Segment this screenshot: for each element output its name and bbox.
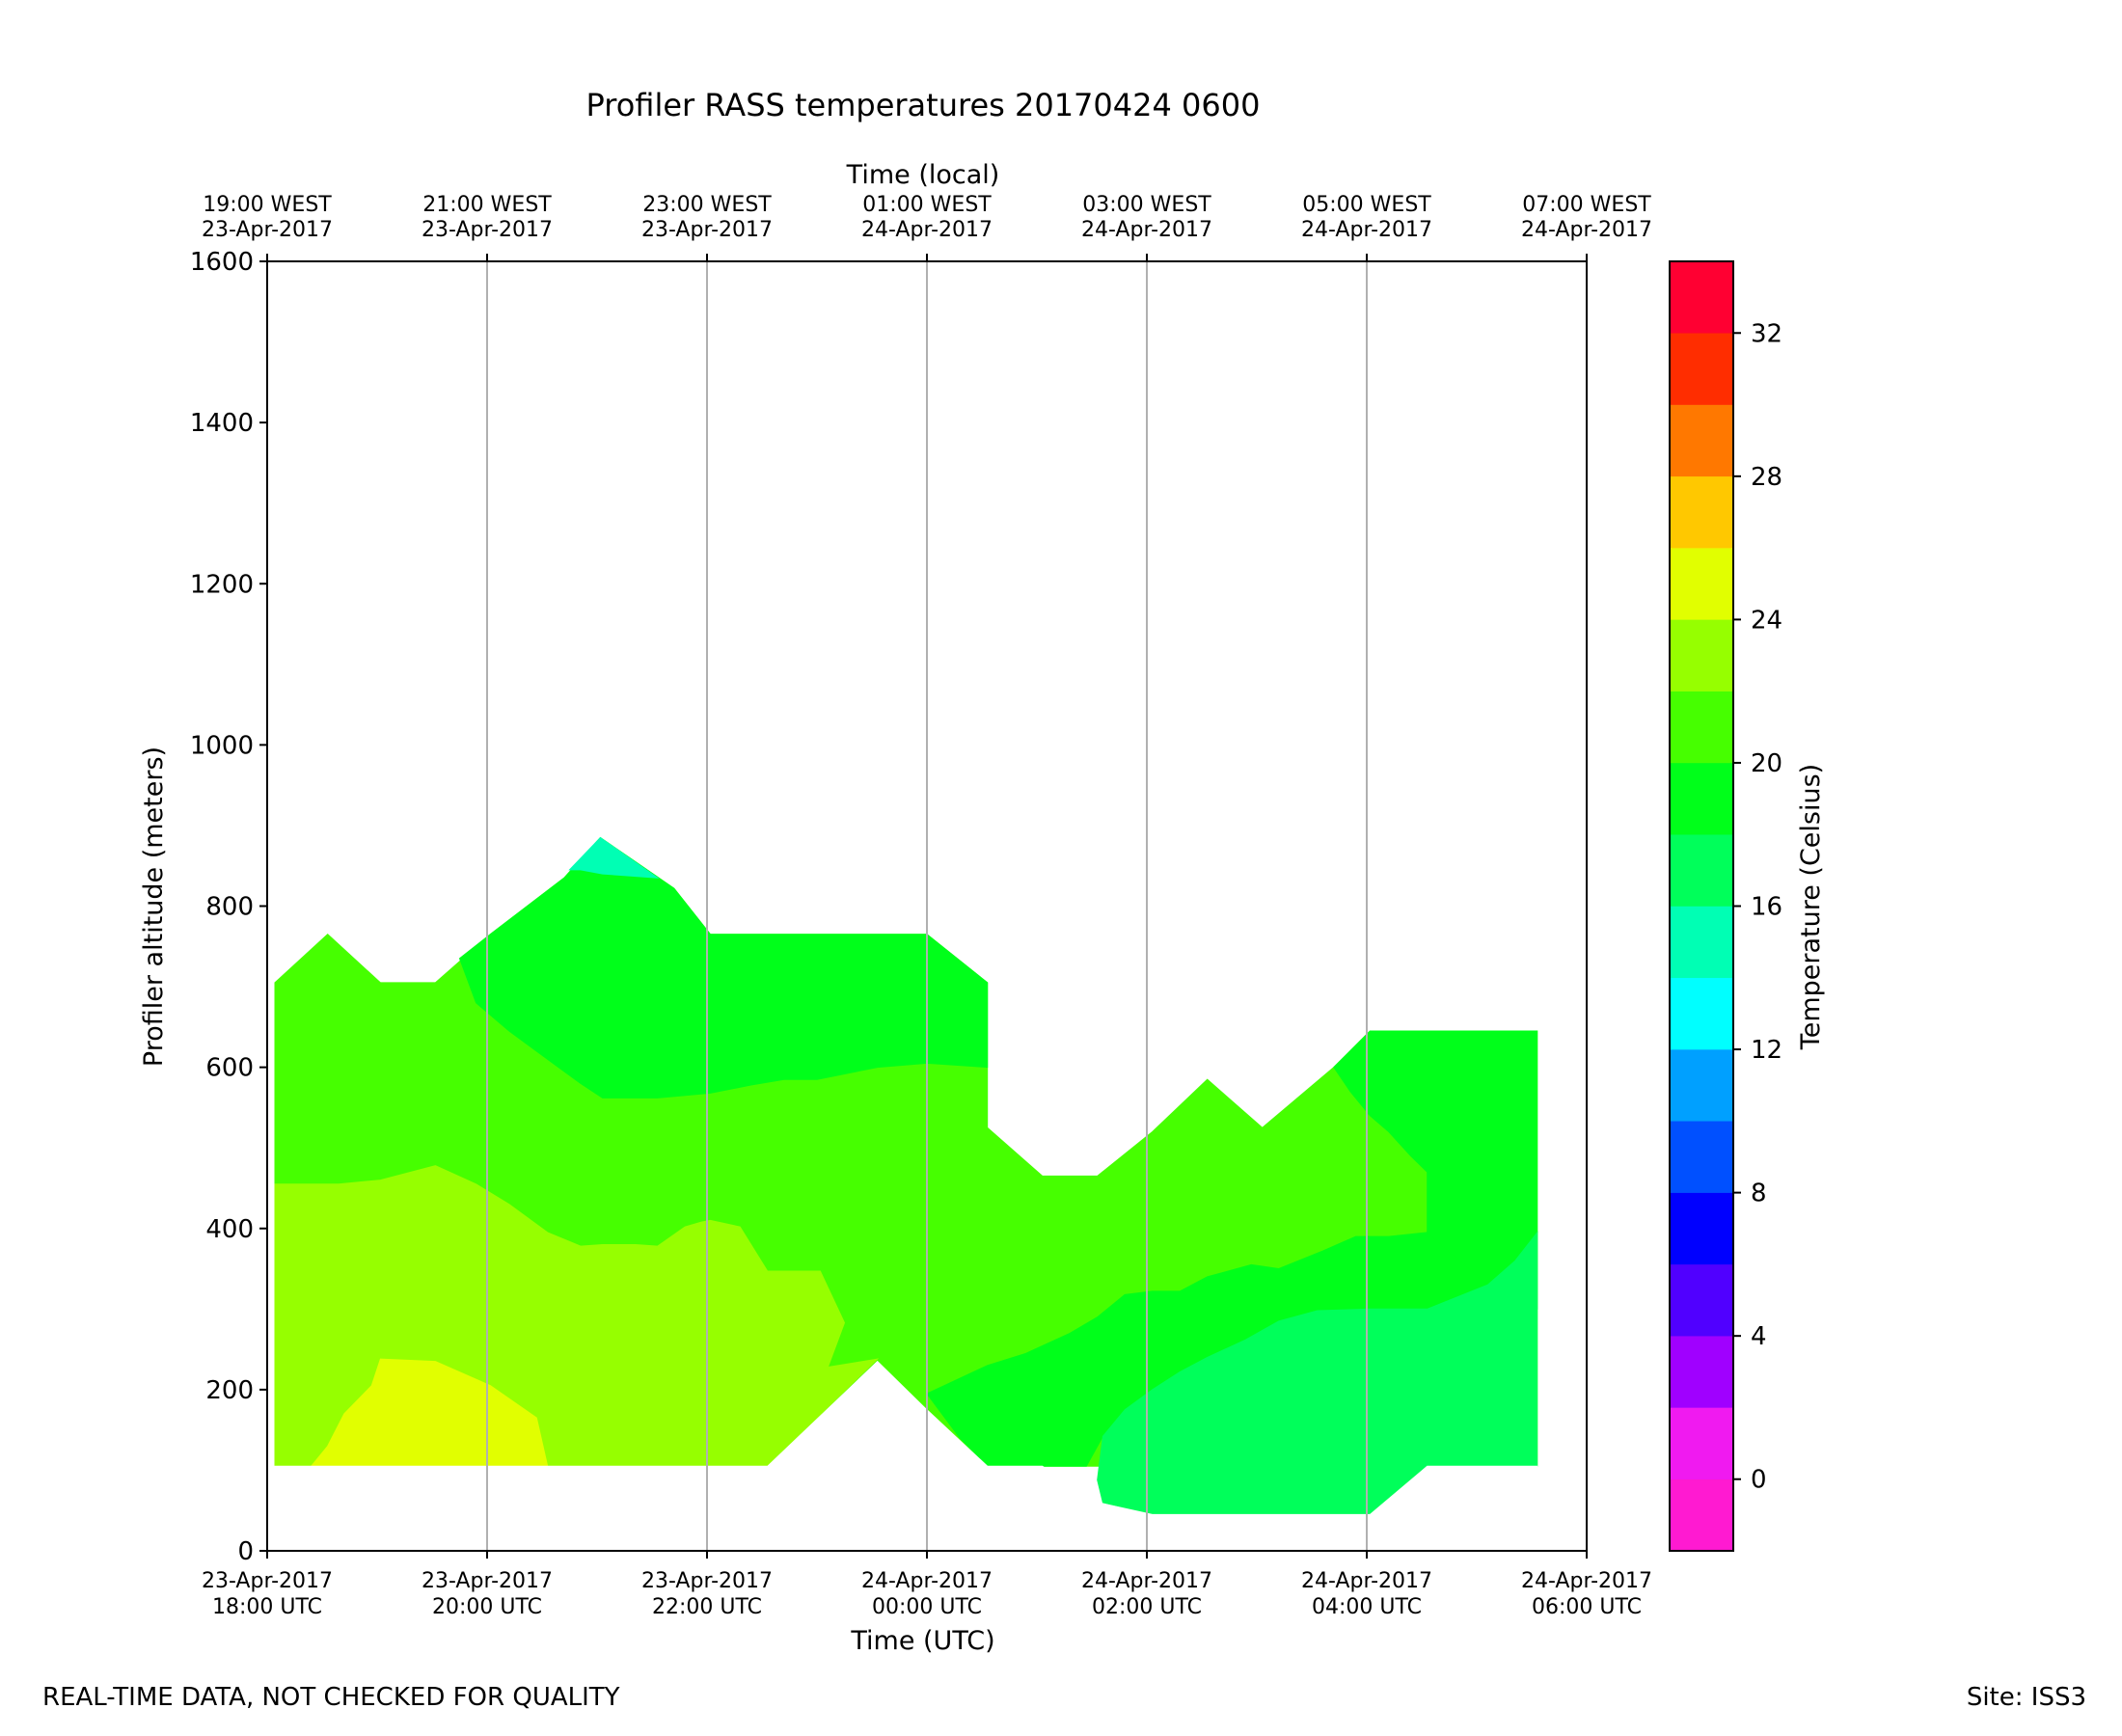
x-tick-label: 23-Apr-2017 xyxy=(202,1569,333,1593)
y-tick-label: 1600 xyxy=(190,248,254,277)
x-tick-label: 20:00 UTC xyxy=(432,1595,542,1619)
y-tick-label: 1000 xyxy=(190,731,254,760)
colorbar-tick-label: 32 xyxy=(1751,319,1782,348)
y-tick-label: 0 xyxy=(237,1537,254,1566)
x-tick-label: 06:00 UTC xyxy=(1532,1595,1642,1619)
colorbar-band xyxy=(1669,1263,1734,1337)
colorbar-tick-label: 0 xyxy=(1751,1466,1767,1495)
x-tick-label: 18:00 UTC xyxy=(212,1595,322,1619)
colorbar-band xyxy=(1669,404,1734,477)
x-tick-label-top: 05:00 WEST xyxy=(1302,193,1431,217)
colorbar-band xyxy=(1669,475,1734,549)
x-tick-label: 24-Apr-2017 xyxy=(1081,1569,1212,1593)
colorbar-band xyxy=(1669,333,1734,405)
chart-title: Profiler RASS temperatures 20170424 0600 xyxy=(586,87,1261,123)
colorbar-band xyxy=(1669,1121,1734,1193)
y-tick-label: 200 xyxy=(205,1376,254,1405)
x-tick-label: 24-Apr-2017 xyxy=(861,1569,993,1593)
x-tick-label-top: 24-Apr-2017 xyxy=(861,218,993,242)
colorbar-tick-label: 20 xyxy=(1751,749,1782,778)
y-tick-label: 800 xyxy=(205,893,254,922)
colorbar-band xyxy=(1669,906,1734,979)
y-tick-label: 400 xyxy=(205,1215,254,1244)
x-tick-label-top: 19:00 WEST xyxy=(203,193,332,217)
colorbar-band xyxy=(1669,691,1734,764)
colorbar-band xyxy=(1669,1478,1734,1552)
x-tick-label: 23-Apr-2017 xyxy=(641,1569,773,1593)
x-tick-label-top: 24-Apr-2017 xyxy=(1521,218,1652,242)
top-axis-label: Time (local) xyxy=(846,160,1000,190)
colorbar-band xyxy=(1669,547,1734,620)
x-tick-label-top: 07:00 WEST xyxy=(1522,193,1651,217)
colorbar-band xyxy=(1669,260,1734,334)
x-tick-label: 02:00 UTC xyxy=(1092,1595,1202,1619)
colorbar-tick-label: 4 xyxy=(1751,1322,1767,1351)
colorbar-band xyxy=(1669,1335,1734,1408)
colorbar-tick-label: 16 xyxy=(1751,893,1782,922)
colorbar-label: Temperature (Celsius) xyxy=(1796,764,1826,1050)
axes: 0 200 400 600 800 1000 1200 1400 1600 23-Apr-2017… xyxy=(190,193,1652,1619)
x-tick-label: 24-Apr-2017 xyxy=(1521,1569,1652,1593)
x-tick-label: 23-Apr-2017 xyxy=(422,1569,553,1593)
x-tick-label: 24-Apr-2017 xyxy=(1301,1569,1432,1593)
y-tick-label: 1400 xyxy=(190,409,254,438)
gap-left-bottom xyxy=(274,1360,1538,1552)
colorbar-tick-label: 12 xyxy=(1751,1036,1782,1065)
colorbar-band xyxy=(1669,762,1734,835)
colorbar-band xyxy=(1669,977,1734,1050)
colorbar-band xyxy=(1669,1407,1734,1479)
contour-region-14-16 xyxy=(568,836,660,879)
x-tick-label: 22:00 UTC xyxy=(652,1595,762,1619)
x-tick-label: 04:00 UTC xyxy=(1312,1595,1422,1619)
x-tick-label-top: 23:00 WEST xyxy=(642,193,772,217)
plot-area xyxy=(274,261,1538,1552)
colorbar-band xyxy=(1669,1048,1734,1122)
contour-region-18-20 xyxy=(458,836,989,1099)
x-tick-label: 00:00 UTC xyxy=(872,1595,982,1619)
footer-site: Site: ISS3 xyxy=(1966,1683,2086,1712)
x-tick-label-top: 23-Apr-2017 xyxy=(202,218,333,242)
colorbar-band xyxy=(1669,833,1734,907)
x-tick-label-top: 23-Apr-2017 xyxy=(422,218,553,242)
colorbar-tick-label: 8 xyxy=(1751,1180,1767,1208)
x-tick-label-top: 23-Apr-2017 xyxy=(641,218,773,242)
colorbar: 0 4 8 12 16 20 24 28 32 xyxy=(1669,260,1782,1552)
y-tick-label: 600 xyxy=(205,1054,254,1083)
x-tick-label-top: 24-Apr-2017 xyxy=(1081,218,1212,242)
x-tick-label-top: 24-Apr-2017 xyxy=(1301,218,1432,242)
x-tick-label-top: 03:00 WEST xyxy=(1082,193,1211,217)
colorbar-band xyxy=(1669,619,1734,692)
footer-quality-note: REAL-TIME DATA, NOT CHECKED FOR QUALITY xyxy=(42,1683,620,1712)
y-tick-label: 1200 xyxy=(190,570,254,599)
x-axis-label: Time (UTC) xyxy=(850,1626,994,1656)
y-axis-label: Profiler altitude (meters) xyxy=(139,746,169,1067)
x-tick-label-top: 01:00 WEST xyxy=(862,193,992,217)
colorbar-band xyxy=(1669,1192,1734,1265)
x-tick-label-top: 21:00 WEST xyxy=(422,193,552,217)
colorbar-tick-label: 28 xyxy=(1751,463,1782,492)
contour-region-24-26 xyxy=(310,1358,549,1467)
colorbar-tick-label: 24 xyxy=(1751,606,1782,635)
